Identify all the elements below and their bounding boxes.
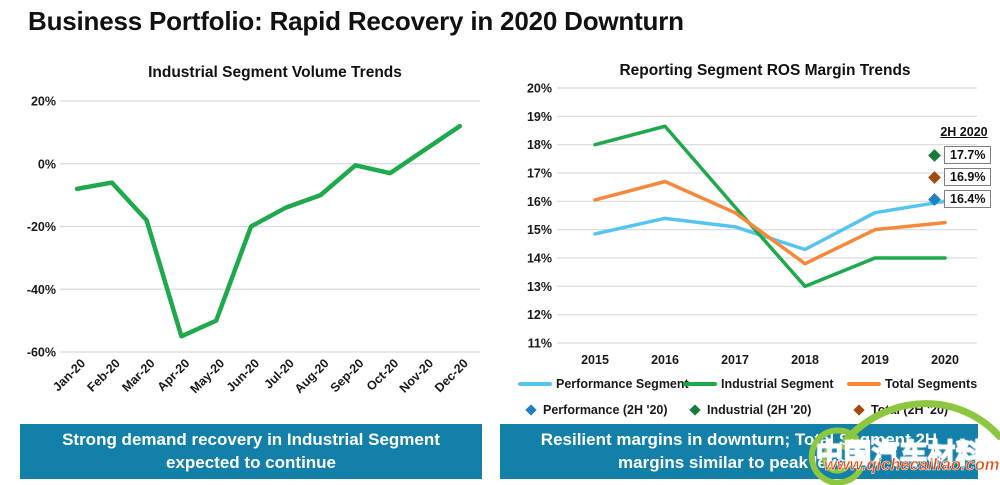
line-swatch-icon (683, 382, 717, 386)
legend-item-total-2h-20-: Total (2H '20) (852, 402, 948, 418)
x-tick-label: 2016 (651, 353, 679, 367)
annotation-point-total-2h-20-: 16.9% (928, 168, 992, 186)
y-tick-label: 18% (527, 138, 552, 152)
x-tick-label: Jan-20 (50, 356, 88, 394)
legend-label: Industrial Segment (721, 377, 834, 391)
y-tick-label: -40% (27, 283, 56, 297)
annotation-2h2020-title: 2H 2020 (940, 125, 988, 139)
x-tick-label: 2017 (721, 353, 749, 367)
y-tick-label: 20% (527, 82, 552, 96)
legend-item-industrial-segment: Industrial Segment (683, 376, 834, 392)
legend-label: Performance (2H '20) (543, 403, 668, 417)
diamond-marker-icon (928, 192, 941, 206)
industrial-volume-chart: Industrial Segment Volume Trends 20% 0% -2… (20, 60, 490, 420)
x-tick-label: 2015 (581, 353, 609, 367)
ros-margin-chart-title: Reporting Segment ROS Margin Trends (619, 62, 911, 79)
x-tick-label: Sep-20 (328, 356, 367, 395)
legend-label: Industrial (2H '20) (707, 403, 812, 417)
annotation-point-industrial-2h-20-: 17.7% (928, 146, 992, 164)
x-tick-label: 2018 (791, 353, 819, 367)
legend-label: Performance Segment (556, 377, 689, 391)
x-tick-label: May-20 (187, 356, 227, 396)
annotation-value-box: 16.4% (944, 190, 992, 208)
legend-label: Total Segments (885, 377, 978, 391)
x-tick-label: Dec-20 (432, 356, 471, 395)
x-tick-label: Oct-20 (364, 356, 401, 393)
y-tick-label: 19% (527, 110, 552, 124)
series-line-industrial-segment-volume (74, 123, 463, 339)
annotation-value-box: 17.7% (944, 146, 992, 164)
line-swatch-icon (518, 382, 552, 386)
industrial-volume-plot: 20% 0% -20% -40% -60%Jan-20Feb-20Mar-20Apr-2… (27, 95, 480, 396)
y-tick-label: 11% (528, 336, 552, 350)
series-line-industrial-segment (593, 124, 947, 289)
legend-item-total-segments: Total Segments (847, 376, 977, 392)
legend-label: Total (2H '20) (871, 403, 949, 417)
legend-item-performance-2h-20-: Performance (2H '20) (524, 402, 668, 418)
ros-margin-chart: Reporting Segment ROS Margin Trends 20% 1… (500, 58, 1000, 420)
diamond-swatch-icon (689, 404, 701, 416)
series-line-performance-segment (593, 199, 947, 252)
annotation-value-box: 16.9% (944, 168, 992, 186)
callout-resilient-margins: Resilient margins in downturn; Total Seg… (500, 424, 978, 479)
industrial-volume-chart-title: Industrial Segment Volume Trends (148, 64, 402, 81)
legend-item-performance-segment: Performance Segment (518, 376, 689, 392)
y-tick-label: 17% (527, 166, 552, 180)
y-tick-label: 13% (527, 280, 552, 294)
y-tick-label: 14% (527, 251, 552, 265)
ros-margin-plot: 20% 19% 18% 17% 16% 15% 14% 13% 12% 11% 2015 2016 20… (527, 82, 977, 367)
annotation-point-performance-2h-20-: 16.4% (928, 190, 992, 208)
x-tick-label: Apr-20 (155, 356, 193, 394)
x-tick-label: Aug-20 (292, 356, 332, 396)
y-tick-label: 20% (31, 95, 56, 109)
series-line-total-segments (593, 179, 947, 266)
diamond-swatch-icon (853, 404, 865, 416)
line-swatch-icon (847, 382, 881, 386)
diamond-swatch-icon (525, 404, 537, 416)
x-tick-label: 2019 (861, 353, 889, 367)
x-tick-label: 2020 (931, 353, 959, 367)
x-tick-label: Jun-20 (224, 356, 262, 394)
diamond-marker-icon (928, 148, 941, 162)
y-tick-label: 15% (527, 223, 552, 237)
legend-item-industrial-2h-20-: Industrial (2H '20) (688, 402, 811, 418)
y-tick-label: 12% (527, 308, 552, 322)
diamond-marker-icon (928, 170, 941, 184)
x-tick-label: Nov-20 (397, 356, 436, 395)
y-tick-label: -60% (27, 346, 56, 360)
callout-industrial-demand: Strong demand recovery in Industrial Seg… (20, 424, 482, 479)
y-tick-label: 0% (38, 157, 56, 171)
y-tick-label: -20% (27, 220, 56, 234)
x-tick-label: Feb-20 (85, 356, 123, 394)
y-tick-label: 16% (527, 195, 552, 209)
slide-title: Business Portfolio: Rapid Recovery in 20… (28, 6, 684, 36)
x-tick-label: Mar-20 (119, 356, 157, 394)
